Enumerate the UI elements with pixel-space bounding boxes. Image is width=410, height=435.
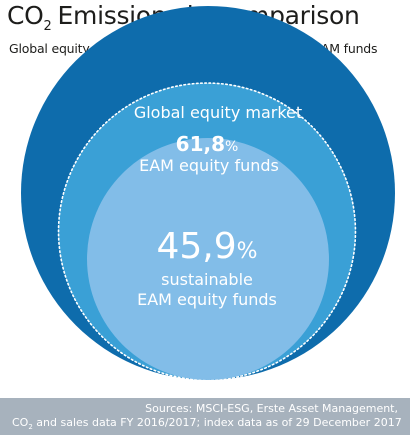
title-co: CO [7, 1, 44, 30]
label-global-equity-market: Global equity market [134, 103, 302, 122]
label-sustainable-line-2: EAM equity funds [137, 290, 277, 309]
source-footer: Sources: MSCI-ESG, Erste Asset Managemen… [0, 398, 410, 435]
footer-line-2: CO2 and sales data FY 2016/2017; index d… [12, 416, 402, 431]
circle-sustainable-eam-funds [87, 138, 329, 380]
value-label-sustainable-eam-funds: 45,9% [156, 226, 257, 267]
title-subscript: 2 [43, 19, 52, 34]
footer-line-1: Sources: MSCI-ESG, Erste Asset Managemen… [145, 402, 398, 415]
label-eam-equity-funds: EAM equity funds [139, 156, 279, 175]
label-sustainable-line-1: sustainable [161, 270, 253, 289]
value-label-eam-equity-funds: 61,8% [176, 132, 239, 156]
footer-subscript: 2 [28, 423, 33, 431]
footer-line-2-text: and sales data FY 2016/2017; index data … [32, 416, 402, 429]
unit-eam-equity-funds: % [225, 139, 238, 155]
value-sustainable-eam-funds: 45,9 [156, 226, 236, 267]
unit-sustainable-eam-funds: % [237, 239, 258, 264]
value-eam-equity-funds: 61,8 [176, 132, 225, 156]
footer-co: CO [12, 416, 29, 429]
